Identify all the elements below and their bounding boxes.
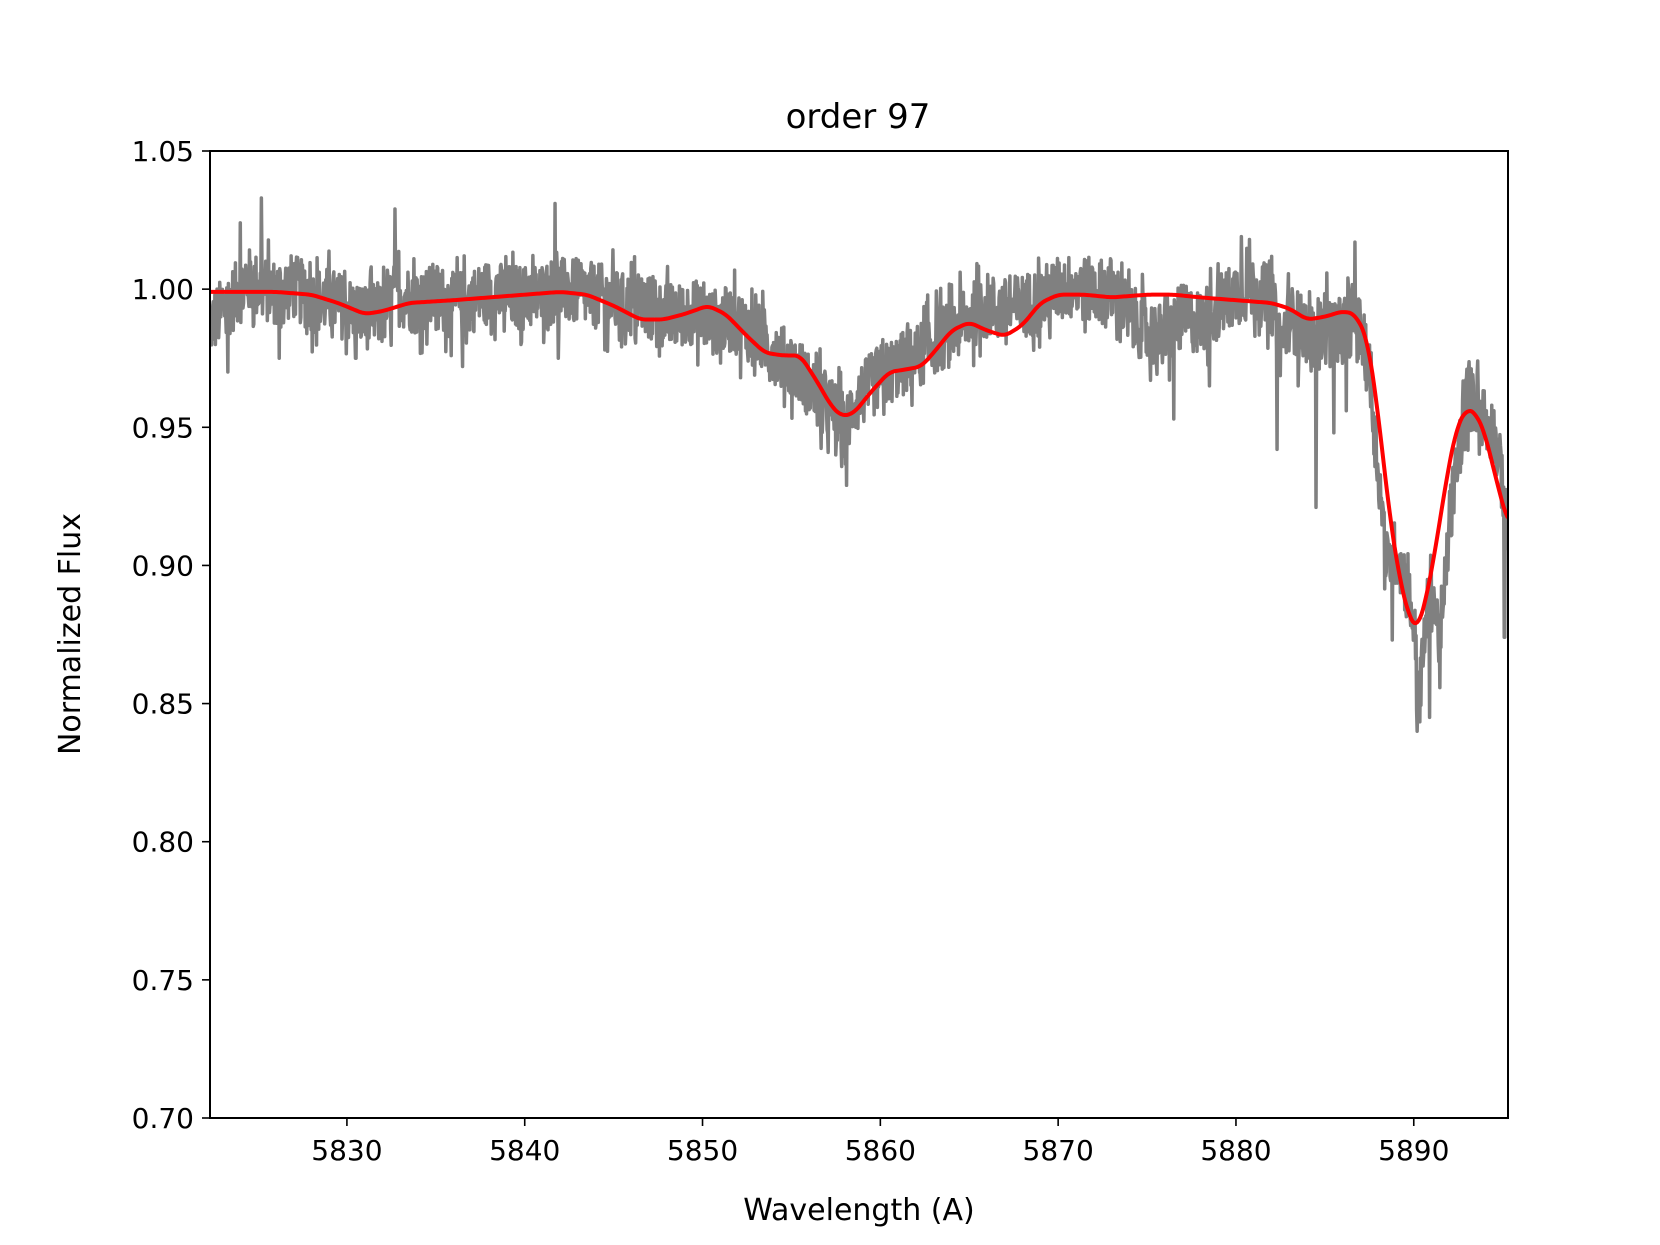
x-tick-label: 5890 — [1378, 1134, 1449, 1167]
y-tick-label: 0.75 — [132, 964, 194, 997]
y-tick-label: 0.95 — [132, 411, 194, 444]
y-tick-label: 0.85 — [132, 688, 194, 721]
y-tick-label: 0.70 — [132, 1102, 194, 1135]
x-tick-label: 5860 — [845, 1134, 916, 1167]
series-line-model — [210, 289, 1508, 626]
chart-title: order 97 — [786, 97, 931, 137]
y-tick-label: 0.80 — [132, 826, 194, 859]
x-tick-label: 5840 — [489, 1134, 560, 1167]
x-axis-title: Wavelength (A) — [743, 1193, 974, 1228]
x-tick-label: 5850 — [667, 1134, 738, 1167]
y-tick-label: 1.05 — [132, 135, 194, 168]
plot-area — [210, 196, 1508, 733]
ticks: 5830 5840 5850 5860 5870 5880 5890 0.70 0.75 0.80… — [132, 135, 1450, 1167]
axes-frame — [209, 150, 1509, 1119]
y-axis-title: Normalized Flux — [53, 513, 88, 755]
y-tick-label: 1.00 — [132, 273, 194, 306]
x-tick-label: 5870 — [1023, 1134, 1094, 1167]
x-tick-label: 5830 — [311, 1134, 382, 1167]
y-tick-label: 0.90 — [132, 549, 194, 582]
x-tick-label: 5880 — [1200, 1134, 1271, 1167]
